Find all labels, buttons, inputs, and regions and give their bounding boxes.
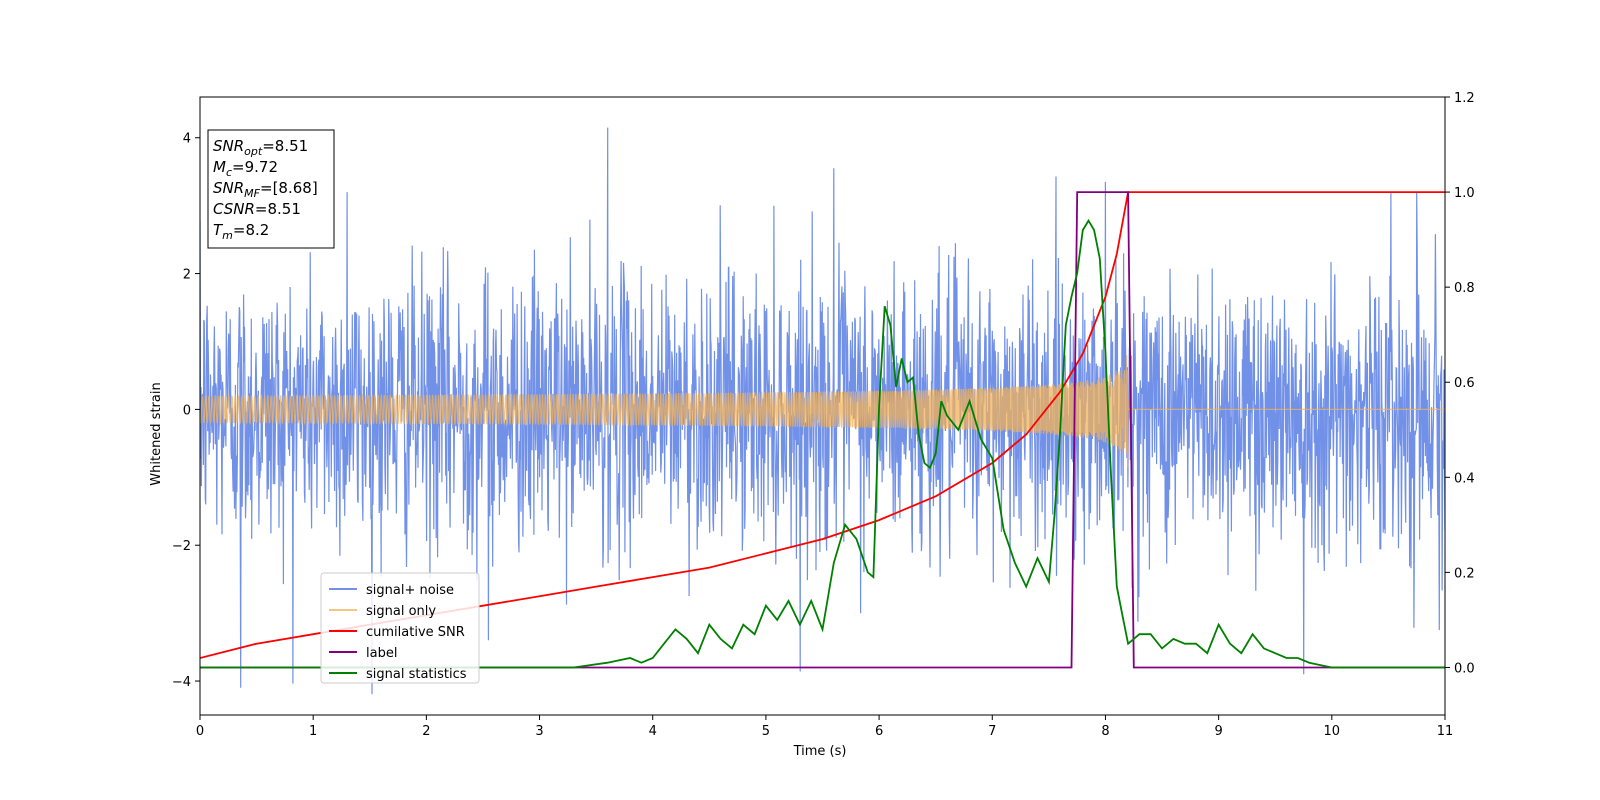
info-sub: m xyxy=(222,229,233,242)
legend-item-signal-statistics: signal statistics xyxy=(329,667,467,682)
series-signal-only-line xyxy=(200,355,1445,468)
info-var: M xyxy=(213,158,226,176)
info-row: Tm=8.2 xyxy=(213,221,269,242)
legend-item-label: label xyxy=(329,646,397,661)
series-signal-statistics-line xyxy=(200,218,1445,669)
series-label-line xyxy=(200,191,1445,669)
legend-label: signal statistics xyxy=(366,667,467,682)
y2-tick-label: 0.0 xyxy=(1454,661,1475,676)
info-var: SNR xyxy=(213,137,244,155)
info-value: =9.72 xyxy=(232,158,278,176)
info-sub: MF xyxy=(244,187,260,200)
y-tick-label: 4 xyxy=(183,132,191,147)
y-axis-title: Whitened strain xyxy=(149,382,164,485)
legend-label: signal+ noise xyxy=(366,583,454,598)
y2-tick-label: 0.2 xyxy=(1454,566,1475,581)
x-tick-label: 11 xyxy=(1437,724,1454,739)
x-tick-label: 9 xyxy=(1214,724,1222,739)
info-value: =8.51 xyxy=(262,137,308,155)
y2-tick-label: 0.8 xyxy=(1454,281,1475,296)
info-row: CSNR=8.51 xyxy=(213,200,301,218)
x-tick-label: 6 xyxy=(875,724,883,739)
info-var: CSNR xyxy=(213,200,255,218)
y2-tick-label: 0.6 xyxy=(1454,376,1475,391)
y2-tick-label: 0.4 xyxy=(1454,471,1475,486)
info-row: SNRMF=[8.68] xyxy=(213,179,318,200)
x-tick-label: 4 xyxy=(649,724,657,739)
x-tick-label: 7 xyxy=(988,724,996,739)
x-tick-label: 8 xyxy=(1101,724,1109,739)
legend-label: label xyxy=(366,646,397,661)
legend-item-signal-noise: signal+ noise xyxy=(329,583,454,598)
legend-label: signal only xyxy=(366,604,436,619)
info-var: T xyxy=(213,221,224,239)
x-tick-label: 3 xyxy=(535,724,543,739)
info-row: Mc=9.72 xyxy=(213,158,278,179)
x-tick-label: 0 xyxy=(196,724,204,739)
legend-label: cumilative SNR xyxy=(366,625,465,640)
y-tick-label: −2 xyxy=(172,539,191,554)
legend-item-signal-only: signal only xyxy=(329,604,436,619)
info-box: SNRopt=8.51Mc=9.72SNRMF=[8.68]CSNR=8.51T… xyxy=(207,129,335,249)
x-tick-label: 1 xyxy=(309,724,317,739)
info-var: SNR xyxy=(213,179,244,197)
info-sub: c xyxy=(226,166,232,179)
plot-frame xyxy=(199,96,1446,716)
legend: signal+ noise signal only cumilative SNR la… xyxy=(320,572,480,684)
series-signal-noise-line xyxy=(200,127,1445,695)
info-sub: opt xyxy=(244,145,263,158)
y-tick-label: 2 xyxy=(183,268,191,283)
x-tick-label: 2 xyxy=(422,724,430,739)
legend-item-cumilative-snr: cumilative SNR xyxy=(329,625,465,640)
y-tick-label: −4 xyxy=(172,675,191,690)
y2-tick-label: 1.0 xyxy=(1454,186,1475,201)
x-axis-title: Time (s) xyxy=(793,744,847,759)
y2-tick-label: 1.2 xyxy=(1454,91,1475,106)
x-tick-label: 5 xyxy=(762,724,770,739)
info-row: SNRopt=8.51 xyxy=(213,137,308,158)
info-value: =8.51 xyxy=(255,200,301,218)
x-tick-label: 10 xyxy=(1324,724,1341,739)
y-tick-label: 0 xyxy=(183,403,191,418)
info-value: =[8.68] xyxy=(260,179,318,197)
info-value: =8.2 xyxy=(233,221,269,239)
